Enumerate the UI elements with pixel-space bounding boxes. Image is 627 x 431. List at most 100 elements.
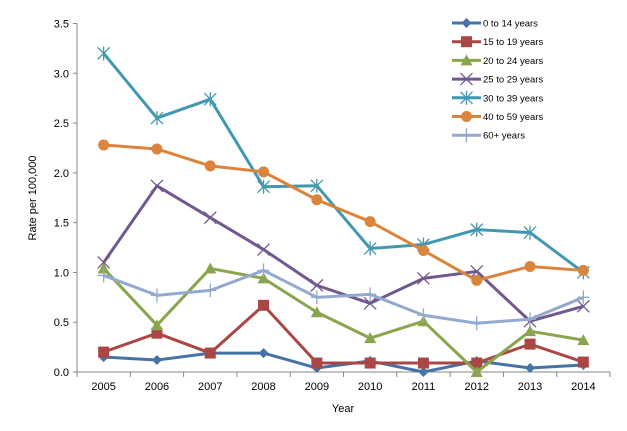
series-line [103, 268, 584, 325]
series-20-to-24-years [97, 262, 590, 377]
legend-marker [460, 54, 473, 66]
data-point [417, 308, 430, 323]
data-point [577, 334, 590, 346]
x-tick-label: 2013 [518, 381, 542, 393]
data-point [311, 194, 323, 206]
data-point [98, 139, 110, 151]
series-group [97, 46, 590, 377]
data-point [203, 92, 217, 107]
data-point [97, 262, 110, 274]
x-tick-label: 2007 [198, 381, 222, 393]
data-point [523, 225, 537, 240]
data-point [417, 357, 429, 369]
data-point [524, 325, 537, 337]
data-point [151, 355, 162, 366]
data-point [310, 178, 324, 193]
legend-marker [461, 36, 472, 48]
data-point [310, 278, 324, 292]
legend-label: 15 to 19 years [483, 37, 543, 48]
data-point [364, 357, 376, 369]
data-point [150, 288, 163, 303]
legend-item: 30 to 39 years [452, 90, 543, 105]
series-line [103, 303, 584, 365]
data-point [311, 357, 323, 369]
legend-item: 60+ years [452, 128, 525, 143]
data-point [471, 357, 483, 369]
data-point [470, 264, 484, 278]
series-60-years [97, 263, 590, 331]
legend-label: 20 to 24 years [483, 56, 543, 67]
x-tick-label: 2011 [412, 381, 436, 393]
series-line [102, 184, 584, 323]
data-point [150, 111, 164, 126]
data-point [416, 271, 430, 285]
data-point [150, 179, 164, 193]
data-point [258, 299, 270, 311]
data-point [258, 348, 269, 359]
data-point [364, 287, 377, 302]
data-point [151, 327, 163, 339]
data-point [97, 46, 111, 61]
data-point [470, 222, 484, 237]
y-tick-label: 2.5 [54, 118, 69, 130]
x-axis-label: Year [332, 403, 355, 415]
data-point [417, 245, 429, 257]
series-line [102, 52, 585, 274]
data-point [364, 216, 376, 228]
x-tick-label: 2010 [358, 381, 382, 393]
legend-label: 40 to 59 years [483, 112, 543, 123]
data-point [577, 290, 590, 305]
legend-label: 60+ years [483, 131, 525, 142]
x-tick-label: 2006 [145, 381, 169, 393]
legend-marker [460, 128, 473, 143]
data-point [257, 179, 271, 194]
data-point [257, 272, 270, 284]
legend-label: 0 to 14 years [483, 19, 538, 30]
data-point [310, 290, 323, 305]
y-tick-label: 0.5 [54, 317, 69, 329]
y-tick-label: 0.0 [54, 367, 69, 379]
x-tick-label: 2014 [571, 381, 595, 393]
axes: 0.0 0.5 1.0 1.5 2.0 2.5 3.0 3.5 2005 2006 2007 2008… [54, 19, 611, 393]
legend-marker [460, 72, 473, 86]
data-point [204, 262, 217, 274]
data-point [310, 306, 323, 318]
x-tick-label: 2005 [91, 381, 115, 393]
legend-item: 40 to 59 years [452, 111, 543, 123]
legend-item: 15 to 19 years [452, 36, 543, 48]
data-point [151, 143, 163, 155]
data-point [97, 268, 110, 283]
data-point [577, 356, 589, 368]
legend-marker [461, 111, 472, 122]
data-point [524, 338, 536, 350]
data-point [363, 296, 377, 310]
y-tick-label: 3.5 [54, 19, 69, 31]
legend-marker [460, 90, 473, 105]
series-40-to-59-years [98, 139, 589, 286]
data-point [364, 332, 377, 344]
data-point [525, 363, 536, 374]
data-point [363, 241, 377, 256]
data-point [470, 316, 483, 331]
legend-item: 25 to 29 years [452, 72, 543, 86]
legend-label: 30 to 39 years [483, 93, 543, 104]
series-25-to-29-years [97, 179, 590, 328]
data-point [576, 299, 590, 313]
x-tick-label: 2009 [305, 381, 329, 393]
data-point [97, 256, 111, 269]
data-point [204, 283, 217, 298]
series-15-to-19-years [98, 299, 589, 369]
series-line [103, 143, 584, 282]
data-point [257, 243, 271, 256]
legend-marker [461, 18, 472, 28]
series-line [102, 266, 584, 374]
data-point [258, 166, 270, 178]
legend: 0 to 14 years 15 to 19 years 20 to 24 year… [452, 18, 543, 143]
y-axis-label: Rate per 100,000 [27, 155, 39, 240]
y-tick-label: 1.5 [54, 218, 69, 230]
data-point [418, 367, 429, 377]
y-tick-label: 2.0 [54, 168, 69, 180]
legend-item: 0 to 14 years [452, 18, 538, 30]
data-point [204, 160, 216, 172]
